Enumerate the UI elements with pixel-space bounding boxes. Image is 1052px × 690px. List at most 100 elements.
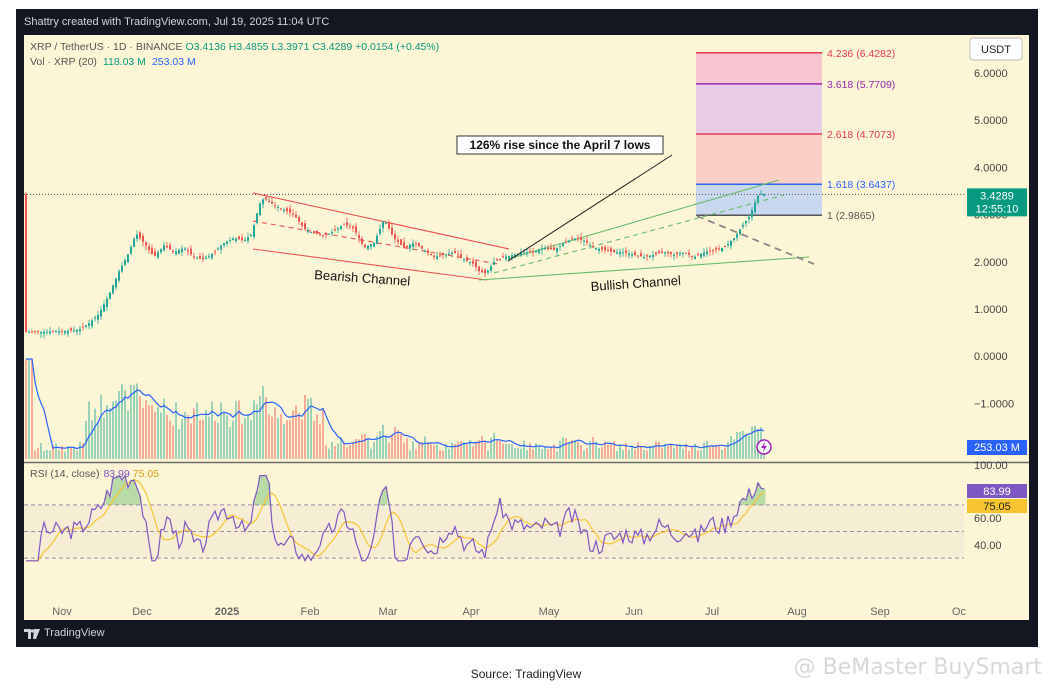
volume-bar: [232, 420, 234, 459]
volume-bar: [478, 440, 480, 459]
volume-bar: [55, 443, 57, 459]
candle-body: [565, 241, 567, 243]
volume-bar: [325, 445, 327, 459]
candle-body: [85, 325, 87, 327]
candle-body: [700, 253, 702, 258]
last-price-badge: [967, 188, 1027, 217]
candle-body: [598, 248, 600, 251]
rsi-tick-label: 40.00: [974, 540, 1002, 552]
volume-bar: [352, 441, 354, 459]
vol-v1: 118.03 M: [103, 56, 146, 68]
volume-bar: [229, 427, 231, 459]
candle-body: [496, 259, 498, 261]
volume-bar: [337, 443, 339, 459]
volume-bar: [205, 409, 207, 459]
volume-bar: [397, 429, 399, 459]
fib-level-label: 1 (2.9865): [827, 210, 875, 222]
candle-body: [604, 246, 606, 251]
candle-body: [169, 245, 171, 250]
candle-body: [139, 232, 141, 239]
volume-bar: [154, 411, 156, 459]
candle-body: [556, 247, 558, 253]
candle-body: [379, 228, 381, 234]
volume-bar: [94, 408, 96, 459]
candle-body: [373, 242, 375, 247]
candle-body: [46, 331, 48, 333]
candle-body: [493, 261, 495, 265]
volume-bar: [274, 407, 276, 459]
candle-body: [454, 251, 456, 254]
symbol-legend: XRP / TetherUS · 1D · BINANCE O3.4136 H3.4…: [30, 41, 439, 68]
channel-line: [478, 256, 810, 281]
volume-bar: [91, 420, 93, 459]
volume-bar: [493, 432, 495, 459]
fib-level-label: 1.618 (3.6437): [827, 179, 895, 191]
candle-body: [178, 250, 180, 254]
vol-v2: 253.03 M: [152, 56, 196, 68]
volume-bar: [79, 441, 81, 459]
candle-body: [433, 255, 435, 258]
volume-bar: [217, 422, 219, 459]
candle-body: [472, 260, 474, 264]
volume-bar: [280, 414, 282, 459]
candle-body: [508, 255, 510, 258]
candle-body: [319, 233, 321, 235]
candle-body: [271, 201, 273, 204]
volume-bar: [64, 451, 66, 459]
volume-bar: [463, 442, 465, 459]
volume-bar: [637, 442, 639, 459]
fib-lines: 4.236 (6.4282) 3.618 (5.7709) 2.618 (4.707…: [696, 48, 895, 222]
candle-body: [301, 222, 303, 226]
volume-bar: [82, 443, 84, 459]
candle-body: [370, 244, 372, 247]
candle-body: [592, 246, 594, 248]
volume-bar: [40, 443, 42, 459]
candle-body: [82, 326, 84, 328]
volume-bar: [106, 404, 108, 459]
volume-bar: [172, 425, 174, 459]
volume-bar: [481, 435, 483, 459]
volume-bar: [691, 446, 693, 459]
candle-body: [43, 331, 45, 334]
volume-bar: [409, 450, 411, 459]
candle-body: [226, 241, 228, 245]
volume-bar: [520, 448, 522, 459]
time-tick-label: Mar: [379, 606, 398, 618]
channel-line: [252, 220, 499, 265]
candle-body: [157, 252, 159, 258]
candle-body: [331, 232, 333, 234]
volume-bar: [535, 443, 537, 459]
volume-bar: [73, 447, 75, 459]
candle-body: [238, 236, 240, 240]
candle-body: [646, 255, 648, 257]
candle-body: [391, 227, 393, 235]
volume-bar: [532, 449, 534, 459]
tradingview-logo[interactable]: TradingView: [24, 620, 105, 647]
candle-body: [439, 255, 441, 257]
candle-body: [748, 216, 750, 220]
candle-body: [676, 252, 678, 255]
volume-bar: [598, 447, 600, 459]
volume-bar: [427, 441, 429, 459]
volume-bar: [562, 437, 564, 459]
volume-bar: [25, 359, 27, 459]
candle-body: [589, 244, 591, 246]
rsi-value-badge: [967, 484, 1027, 498]
time-tick-label: Nov: [52, 606, 72, 618]
candle-body: [526, 252, 528, 254]
volume-bar: [568, 442, 570, 459]
volume-bar: [307, 399, 309, 459]
candle-body: [613, 249, 615, 253]
candle-body: [52, 331, 54, 333]
volume-bar: [175, 401, 177, 459]
candle-body: [217, 248, 219, 250]
candle-body: [205, 258, 207, 260]
currency-button[interactable]: [969, 37, 1023, 61]
volume-bar: [583, 450, 585, 459]
candle-body: [274, 205, 276, 207]
fib-zone: [696, 134, 822, 185]
volume-bar: [502, 443, 504, 459]
candle-body: [283, 209, 285, 212]
time-axis: Nov Dec 2025 Feb Mar Apr May Jun Jul Aug Sep Oc: [52, 606, 966, 618]
